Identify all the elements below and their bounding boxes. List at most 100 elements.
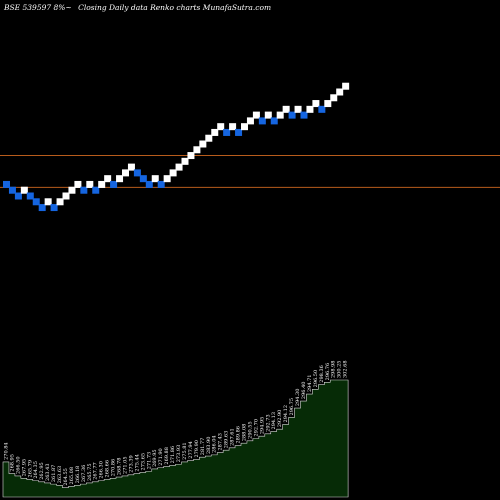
up-brick <box>163 175 171 183</box>
volume-label: 298.36 <box>319 365 325 383</box>
volume-label: 270.86 <box>111 459 117 477</box>
up-brick <box>122 169 129 177</box>
volume-label: 294.12 <box>283 405 289 423</box>
up-brick <box>56 198 64 206</box>
up-brick <box>151 175 159 183</box>
volume-label: 271.05 <box>122 456 128 474</box>
volume-label: 265.08 <box>69 467 75 485</box>
down-brick <box>300 111 308 119</box>
volume-label: 271.90 <box>158 448 164 466</box>
volume-label: 273.93 <box>176 445 182 463</box>
down-brick <box>50 204 58 212</box>
up-brick <box>294 105 302 113</box>
up-brick <box>193 146 201 154</box>
up-brick <box>86 180 94 188</box>
volume-label: 275.81 <box>182 442 188 460</box>
volume-label: 294.95 <box>259 417 265 435</box>
volume-label: 296.75 <box>289 398 295 416</box>
volume-label: 279.90 <box>194 440 200 458</box>
volume-label: 296.50 <box>313 370 319 388</box>
up-brick <box>127 163 135 171</box>
volume-label: 300.25 <box>337 361 343 379</box>
volume-label: 289.63 <box>224 431 230 449</box>
down-brick <box>318 105 326 113</box>
up-brick <box>217 123 225 131</box>
up-brick <box>169 169 177 177</box>
volume-label: 292.70 <box>253 419 259 437</box>
up-brick <box>246 117 254 125</box>
volume-label: 265.75 <box>87 463 93 481</box>
volume-label: 270.84 <box>3 442 9 460</box>
down-brick <box>110 180 118 188</box>
up-brick <box>336 88 344 96</box>
up-brick <box>211 128 219 136</box>
volume-label: 296.76 <box>325 363 331 381</box>
up-brick <box>205 134 213 142</box>
volume-label: 262.95 <box>39 462 45 480</box>
up-brick <box>312 100 320 108</box>
up-brick <box>252 111 260 119</box>
volume-label: 269.88 <box>164 447 170 465</box>
volume-label: 277.94 <box>188 441 194 459</box>
down-brick <box>26 192 34 200</box>
volume-label: 273.39 <box>128 455 134 473</box>
down-brick <box>32 198 40 206</box>
up-brick <box>306 105 314 113</box>
down-brick <box>80 186 88 194</box>
volume-label: 264.35 <box>33 461 39 479</box>
volume-label: 294.71 <box>307 375 313 393</box>
volume-label: 268.95 <box>9 454 15 472</box>
up-brick <box>264 111 272 119</box>
up-brick <box>74 180 82 188</box>
volume-label: 263.43 <box>45 463 51 481</box>
volume-label: 286.04 <box>212 435 218 453</box>
volume-area <box>2 379 349 498</box>
volume-label: 302.68 <box>343 361 349 379</box>
down-brick <box>235 128 243 136</box>
volume-label: 271.86 <box>170 446 176 464</box>
volume-label: 268.78 <box>117 458 123 476</box>
down-brick <box>3 180 10 188</box>
up-brick <box>104 175 112 183</box>
up-brick <box>282 105 290 113</box>
volume-label: 289.86 <box>236 426 242 444</box>
volume-label: 287.61 <box>230 428 236 446</box>
up-brick <box>181 157 189 165</box>
volume-label: 288.08 <box>241 424 247 442</box>
volume-label: 264.55 <box>63 468 69 486</box>
down-brick <box>157 180 165 188</box>
volume-label: 281.77 <box>200 438 206 456</box>
volume-label: 268.66 <box>105 460 111 478</box>
volume-label: 294.13 <box>271 412 277 430</box>
volume-label: 290.55 <box>247 421 253 438</box>
volume-label: 266.30 <box>99 461 105 479</box>
volume-label: 266.50 <box>15 456 21 474</box>
chart-header: BSE 539597 8%~ Closing Daily data Renko … <box>4 3 275 12</box>
volume-label: 273.65 <box>140 453 146 471</box>
down-brick <box>14 192 22 200</box>
volume-label: 287.43 <box>218 433 224 451</box>
volume-label: 292.73 <box>265 414 271 432</box>
volume-label: 265.79 <box>27 460 33 478</box>
volume-label: 292.90 <box>277 410 283 428</box>
up-brick <box>20 186 28 194</box>
volume-label: 269.95 <box>152 449 158 467</box>
down-brick <box>270 117 278 125</box>
up-brick <box>199 140 207 148</box>
volume-label: 275.44 <box>134 454 140 472</box>
up-brick <box>342 82 350 90</box>
down-brick <box>139 175 147 183</box>
up-brick <box>116 175 124 183</box>
down-brick <box>8 186 16 194</box>
up-brick <box>62 192 70 200</box>
volume-label: 263.63 <box>57 466 63 484</box>
up-brick <box>68 186 76 194</box>
up-brick <box>330 94 338 102</box>
up-brick <box>229 123 237 131</box>
down-brick <box>145 180 153 188</box>
volume-label: 267.95 <box>21 459 27 477</box>
volume-label: 266.18 <box>75 466 81 484</box>
down-brick <box>133 169 141 177</box>
down-brick <box>288 111 296 119</box>
